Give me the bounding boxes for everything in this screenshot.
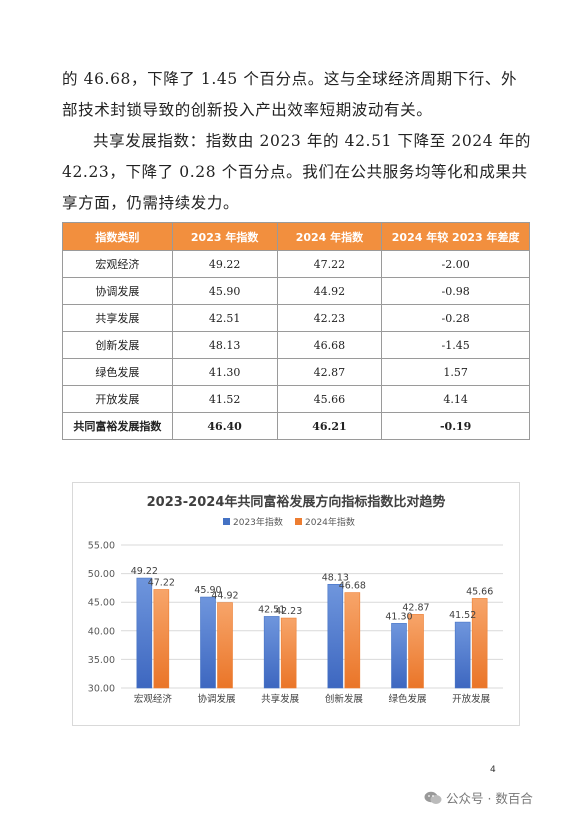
- table-row: 绿色发展 41.30 42.87 1.57: [62, 358, 530, 386]
- data-label: 42.51: [258, 604, 285, 615]
- cell-2024: 42.87: [276, 358, 383, 386]
- table-row-total: 共同富裕发展指数 46.40 46.21 -0.19: [62, 412, 530, 440]
- cell-name: 创新发展: [62, 331, 173, 359]
- data-label: 48.13: [322, 572, 349, 583]
- cell-2024: 46.21: [276, 412, 383, 440]
- cell-2023: 42.51: [171, 304, 278, 332]
- bar-2023: [391, 623, 407, 689]
- bar-2024: [344, 592, 361, 689]
- x-tick-label: 协调发展: [197, 693, 236, 705]
- bar-2024: [280, 617, 297, 689]
- x-tick-label: 绿色发展: [388, 693, 427, 705]
- legend-label: 2024年指数: [305, 516, 355, 528]
- bar-2023: [136, 577, 153, 689]
- cell-diff: -1.45: [381, 331, 530, 359]
- data-label: 42.87: [402, 602, 429, 613]
- data-label: 47.22: [148, 578, 175, 589]
- bar-chart-svg: 2023-2024年共同富裕发展方向指标指数比对趋势 2023年指数 2024年指…: [88, 494, 503, 705]
- x-tick-label: 宏观经济: [134, 693, 173, 705]
- wechat-icon: [424, 791, 442, 804]
- data-label: 45.66: [466, 586, 493, 597]
- y-tick-label: 30.00: [88, 684, 115, 695]
- data-label: 45.90: [194, 585, 221, 596]
- header-diff: 2024 年较 2023 年差度: [381, 222, 530, 251]
- cell-diff: 4.14: [381, 385, 530, 413]
- legend-swatch: [223, 518, 230, 525]
- bar-2023: [263, 616, 280, 689]
- chart-title: 2023-2024年共同富裕发展方向指标指数比对趋势: [147, 494, 446, 510]
- chart-bars: [136, 577, 488, 689]
- y-tick-label: 50.00: [88, 569, 115, 580]
- table-row: 开放发展 41.52 45.66 4.14: [62, 385, 530, 413]
- cell-name: 绿色发展: [62, 358, 173, 386]
- legend-label: 2023年指数: [233, 516, 283, 528]
- chart-x-axis: 宏观经济 协调发展 共享发展 创新发展 绿色发展 开放发展: [134, 693, 491, 705]
- cell-name: 开放发展: [62, 385, 173, 413]
- cell-2024: 45.66: [276, 385, 383, 413]
- paragraph-innovation: 的 46.68，下降了 1.45 个百分点。这与全球经济周期下行、外部技术封锁导…: [62, 70, 518, 119]
- bar-2023: [200, 596, 216, 689]
- bar-2024: [408, 614, 424, 689]
- bar-2024: [471, 598, 488, 689]
- bar-2023: [327, 583, 344, 689]
- cell-2023: 45.90: [171, 277, 278, 305]
- y-tick-label: 35.00: [88, 655, 115, 666]
- cell-diff: -0.19: [381, 412, 530, 440]
- y-tick-label: 45.00: [88, 598, 115, 609]
- paragraph-sharing: 共享发展指数：指数由 2023 年的 42.51 下降至 2024 年的 42.…: [62, 132, 531, 212]
- legend-swatch: [295, 518, 302, 525]
- data-label: 41.30: [385, 611, 412, 622]
- page-number: 4: [490, 765, 496, 775]
- table-row: 协调发展 45.90 44.92 -0.98: [62, 277, 530, 305]
- chart-grid: 30.00 35.00 40.00 45.00 50.00 55.00: [88, 541, 503, 695]
- header-2024: 2024 年指数: [276, 222, 383, 251]
- data-label: 46.68: [339, 581, 366, 592]
- data-label: 44.92: [211, 591, 238, 602]
- x-tick-label: 创新发展: [325, 693, 364, 705]
- chart-legend: 2023年指数 2024年指数: [223, 516, 355, 528]
- table-row: 宏观经济 49.22 47.22 -2.00: [62, 250, 530, 278]
- bar-chart: 2023-2024年共同富裕发展方向指标指数比对趋势 2023年指数 2024年指…: [72, 482, 520, 726]
- cell-2023: 41.30: [171, 358, 278, 386]
- data-label: 41.52: [449, 610, 476, 621]
- table-row: 共享发展 42.51 42.23 -0.28: [62, 304, 530, 332]
- cell-2023: 49.22: [171, 250, 278, 278]
- x-tick-label: 开放发展: [452, 693, 491, 705]
- cell-diff: -0.98: [381, 277, 530, 305]
- cell-name: 协调发展: [62, 277, 173, 305]
- watermark: 公众号 · 数百合: [424, 788, 533, 807]
- cell-2024: 47.22: [276, 250, 383, 278]
- cell-2023: 46.40: [171, 412, 278, 440]
- watermark-text: 公众号 · 数百合: [446, 791, 533, 806]
- data-label: 42.23: [275, 606, 302, 617]
- cell-2024: 46.68: [276, 331, 383, 359]
- y-tick-label: 40.00: [88, 626, 115, 637]
- cell-name: 共享发展: [62, 304, 173, 332]
- bar-2023: [454, 621, 471, 689]
- bar-2024: [217, 602, 233, 689]
- bar-2024: [153, 589, 170, 689]
- data-label: 49.22: [131, 566, 158, 577]
- cell-2024: 44.92: [276, 277, 383, 305]
- table-row: 创新发展 48.13 46.68 -1.45: [62, 331, 530, 359]
- cell-diff: 1.57: [381, 358, 530, 386]
- x-tick-label: 共享发展: [261, 693, 300, 705]
- cell-2023: 48.13: [171, 331, 278, 359]
- cell-diff: -0.28: [381, 304, 530, 332]
- header-2023: 2023 年指数: [171, 222, 278, 251]
- cell-2024: 42.23: [276, 304, 383, 332]
- cell-2023: 41.52: [171, 385, 278, 413]
- cell-name: 宏观经济: [62, 250, 173, 278]
- cell-name: 共同富裕发展指数: [62, 412, 173, 440]
- cell-diff: -2.00: [381, 250, 530, 278]
- index-table: 指数类别 2023 年指数 2024 年指数 2024 年较 2023 年差度 …: [62, 222, 530, 440]
- header-category: 指数类别: [62, 222, 173, 251]
- y-tick-label: 55.00: [88, 541, 115, 552]
- table-header-row: 指数类别 2023 年指数 2024 年指数 2024 年较 2023 年差度: [62, 222, 530, 251]
